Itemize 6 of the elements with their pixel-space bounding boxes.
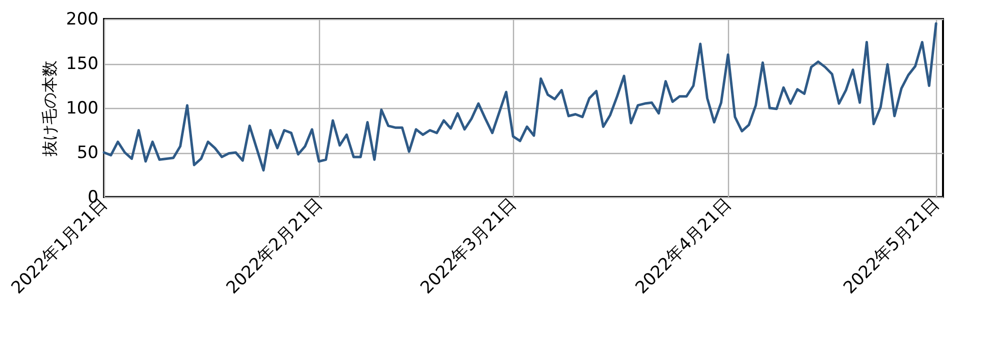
y-axis-title: 抜け毛の本数 [40,60,60,156]
line-series [102,22,938,172]
y-tick-label: 200 [66,10,98,30]
y-tick-label: 50 [76,143,98,163]
y-tick-label: 150 [66,54,98,74]
y-tick-label: 100 [66,98,98,118]
